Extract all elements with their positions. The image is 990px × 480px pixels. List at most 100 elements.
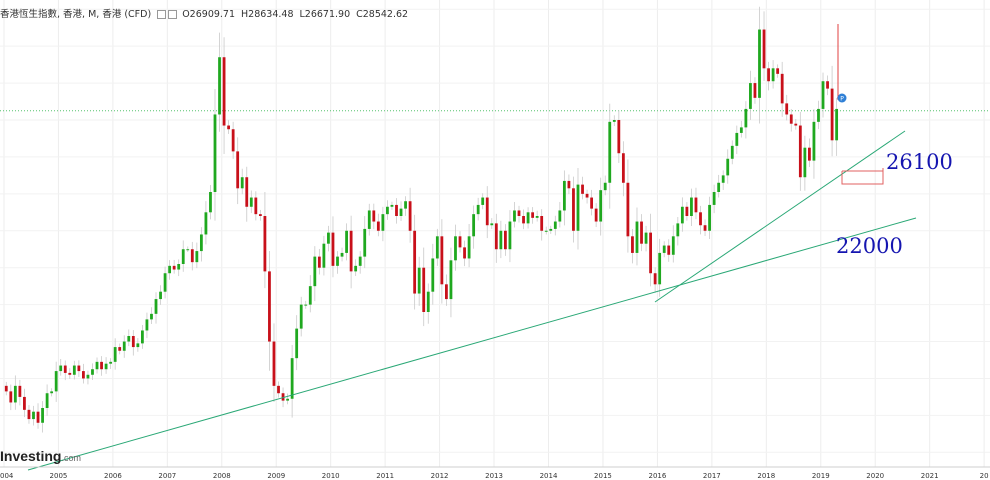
candle[interactable] xyxy=(490,218,494,229)
candle[interactable] xyxy=(177,259,181,277)
candle[interactable] xyxy=(50,388,54,397)
candle[interactable] xyxy=(308,275,312,313)
candle[interactable] xyxy=(585,189,589,204)
candle[interactable] xyxy=(277,381,280,398)
candle[interactable] xyxy=(749,70,752,120)
candle[interactable] xyxy=(803,135,807,191)
candle[interactable] xyxy=(131,330,135,356)
candle[interactable] xyxy=(717,174,721,198)
candle[interactable] xyxy=(572,176,575,243)
candle[interactable] xyxy=(644,225,648,252)
candle[interactable] xyxy=(404,196,407,216)
candle[interactable] xyxy=(730,140,734,165)
candle[interactable] xyxy=(667,239,671,262)
candle[interactable] xyxy=(522,209,525,230)
candle[interactable] xyxy=(122,335,126,358)
candle[interactable] xyxy=(195,242,199,269)
candle[interactable] xyxy=(376,213,380,237)
candle[interactable] xyxy=(531,207,535,224)
candle[interactable] xyxy=(789,108,793,132)
candle[interactable] xyxy=(699,205,702,235)
candle[interactable] xyxy=(780,61,784,117)
candle[interactable] xyxy=(431,243,435,305)
candle[interactable] xyxy=(358,251,362,274)
candle[interactable] xyxy=(835,98,839,156)
candle[interactable] xyxy=(540,209,544,241)
candle[interactable] xyxy=(826,75,829,96)
candle[interactable] xyxy=(18,379,22,406)
candle[interactable] xyxy=(82,363,85,384)
candle[interactable] xyxy=(317,248,321,275)
candle[interactable] xyxy=(150,307,153,324)
candle[interactable] xyxy=(535,210,539,222)
candle[interactable] xyxy=(304,300,308,309)
candle[interactable] xyxy=(218,32,221,132)
candle[interactable] xyxy=(762,11,766,82)
candle[interactable] xyxy=(771,60,775,89)
candle[interactable] xyxy=(345,223,348,261)
candle[interactable] xyxy=(295,315,299,371)
candle[interactable] xyxy=(426,283,430,324)
candle[interactable] xyxy=(581,176,584,200)
candle[interactable] xyxy=(227,120,231,134)
candle[interactable] xyxy=(485,186,489,239)
annotation-26100[interactable]: 26100 xyxy=(886,150,953,174)
candle[interactable] xyxy=(268,250,271,371)
candle[interactable] xyxy=(662,241,666,258)
candle[interactable] xyxy=(4,381,8,396)
candle[interactable] xyxy=(390,201,394,210)
candle[interactable] xyxy=(694,187,698,220)
event-marker-icon[interactable] xyxy=(837,93,847,103)
candle[interactable] xyxy=(821,72,825,118)
candle[interactable] xyxy=(258,209,262,221)
candle[interactable] xyxy=(209,184,212,220)
candle[interactable] xyxy=(567,174,571,195)
candle[interactable] xyxy=(86,370,90,385)
candle[interactable] xyxy=(776,64,780,78)
candle[interactable] xyxy=(313,246,317,302)
candle[interactable] xyxy=(272,323,276,402)
candle[interactable] xyxy=(422,247,426,327)
investing-logo[interactable]: Investing.com xyxy=(0,448,81,464)
candle[interactable] xyxy=(109,358,113,369)
candle[interactable] xyxy=(785,94,789,121)
candle[interactable] xyxy=(32,405,35,426)
candle[interactable] xyxy=(499,220,503,259)
candle[interactable] xyxy=(549,225,553,234)
candle[interactable] xyxy=(726,149,730,184)
candle[interactable] xyxy=(703,219,707,237)
candle[interactable] xyxy=(640,214,643,252)
candle[interactable] xyxy=(680,197,684,232)
candle[interactable] xyxy=(204,201,208,245)
candle[interactable] xyxy=(159,285,162,305)
candle[interactable] xyxy=(290,344,294,418)
candle[interactable] xyxy=(54,361,58,402)
candle[interactable] xyxy=(27,405,31,424)
candle[interactable] xyxy=(712,184,716,214)
candle[interactable] xyxy=(808,138,811,168)
candle[interactable] xyxy=(794,118,798,130)
candle[interactable] xyxy=(526,207,530,229)
candle[interactable] xyxy=(603,175,607,196)
candle[interactable] xyxy=(445,274,448,306)
candle[interactable] xyxy=(95,357,99,374)
candle[interactable] xyxy=(617,110,621,163)
candle[interactable] xyxy=(513,201,516,228)
candle[interactable] xyxy=(558,201,562,228)
candle[interactable] xyxy=(708,196,711,239)
candle[interactable] xyxy=(213,89,217,221)
candle[interactable] xyxy=(286,393,289,405)
candle[interactable] xyxy=(91,363,94,381)
candle[interactable] xyxy=(395,198,398,224)
candle[interactable] xyxy=(45,384,49,416)
candle[interactable] xyxy=(372,203,376,230)
candle[interactable] xyxy=(635,207,639,266)
level-box[interactable] xyxy=(841,168,884,185)
candle[interactable] xyxy=(812,109,816,179)
candle[interactable] xyxy=(472,205,476,249)
candle[interactable] xyxy=(367,203,371,236)
candle[interactable] xyxy=(690,188,693,226)
candle[interactable] xyxy=(449,247,453,318)
candle[interactable] xyxy=(254,191,258,221)
candle[interactable] xyxy=(435,228,439,266)
